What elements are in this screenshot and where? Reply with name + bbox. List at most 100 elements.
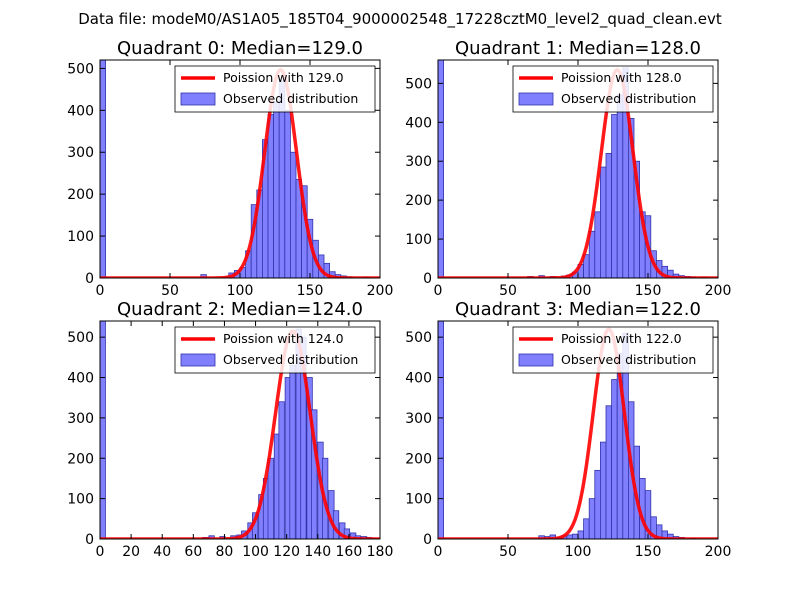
histogram-bar: [577, 530, 584, 539]
x-tick-label: 0: [96, 544, 105, 560]
legend-entry-fit: Poission with 128.0: [561, 70, 682, 85]
legend-entry-observed: Observed distribution: [561, 91, 696, 106]
histogram-bar: [267, 114, 274, 278]
histogram-bar: [583, 518, 590, 539]
poisson-fit-line: [100, 329, 380, 539]
x-tick-label: 50: [499, 283, 517, 299]
subplot-1: 0 50 100 150 200 0 100 200 300 400 500 Quadrant 1: …: [405, 38, 731, 299]
legend: Poission with 122.0 Observed distribution: [512, 326, 714, 374]
legend: Poission with 128.0 Observed distribution: [512, 65, 714, 113]
histogram-bar: [594, 211, 601, 278]
plot-area: [100, 60, 380, 278]
y-tick-label: 100: [67, 492, 94, 508]
y-tick-label: 300: [67, 145, 94, 161]
legend-entry-fit: Poission with 122.0: [561, 331, 682, 346]
histogram-bar: [588, 498, 596, 539]
y-tick-label: 100: [67, 229, 94, 245]
x-tick-label: 20: [122, 544, 140, 560]
axes-frame: [99, 320, 381, 540]
histogram-bar: [616, 94, 624, 278]
x-tick-label: 0: [434, 283, 443, 299]
histogram-bar: [605, 405, 612, 539]
y-tick-label: 300: [67, 411, 94, 427]
figure-suptitle: Data file: modeM0/AS1A05_185T04_90000025…: [78, 10, 722, 29]
x-tick-label: 60: [184, 544, 202, 560]
y-tick-label: 200: [67, 187, 94, 203]
x-tick-label: 150: [635, 544, 662, 560]
subplot-title: Quadrant 0: Median=129.0: [117, 38, 363, 59]
subplot-2: 0 20 40 60 80 100 120 140 160 1800100200300400500…: [67, 299, 393, 560]
histogram-bar: [289, 365, 296, 539]
histogram-bar: [311, 409, 318, 539]
x-tick-label: 200: [705, 544, 732, 560]
subplot-0: 0 50 100 150 200 0 100 200 300 400 500 Quadrant 0: …: [67, 38, 393, 299]
y-tick-label: 300: [405, 411, 432, 427]
histogram-bar: [343, 528, 351, 539]
histogram-bar: [284, 109, 291, 278]
x-tick-label: 140: [304, 544, 331, 560]
y-tick-label: 0: [85, 271, 94, 287]
x-tick-label: 100: [242, 544, 269, 560]
y-tick-label: 0: [423, 532, 432, 548]
histogram-bar: [438, 60, 444, 278]
y-tick-label: 500: [67, 61, 94, 77]
histogram-bar: [100, 60, 106, 278]
x-tick-label: 160: [336, 544, 363, 560]
histogram-bar: [273, 101, 280, 278]
histogram-bar: [611, 114, 618, 278]
poisson-fit-line: [100, 67, 380, 278]
subplot-title: Quadrant 1: Median=128.0: [455, 38, 701, 59]
x-tick-label: 50: [499, 544, 517, 560]
histogram-bar: [289, 151, 297, 278]
histogram-bar: [600, 441, 607, 539]
x-tick-label: 50: [161, 283, 179, 299]
x-tick-label: 100: [227, 283, 254, 299]
y-tick-label: 200: [405, 193, 432, 209]
y-tick-label: 400: [67, 103, 94, 119]
x-tick-label: 150: [297, 283, 324, 299]
subplot-3: 0 50 100 150 200 0 100 200 300 400 500 Quadrant 3: …: [405, 299, 731, 560]
histogram-bar: [605, 153, 612, 278]
x-tick-label: 0: [96, 283, 105, 299]
x-tick-label: 80: [216, 544, 234, 560]
histogram-bar: [438, 321, 444, 539]
y-tick-label: 500: [405, 76, 432, 92]
x-tick-label: 120: [273, 544, 300, 560]
histogram-bar: [594, 469, 601, 539]
x-tick-label: 100: [565, 544, 592, 560]
y-tick-label: 300: [405, 154, 432, 170]
x-tick-label: 150: [635, 283, 662, 299]
x-tick-label: 180: [367, 544, 394, 560]
subplot-title: Quadrant 3: Median=122.0: [455, 299, 701, 320]
legend-bar-swatch: [518, 92, 554, 106]
legend-bar-swatch: [518, 353, 554, 367]
legend: Poission with 124.0 Observed distribution: [174, 326, 376, 374]
legend: Poission with 129.0 Observed distribution: [174, 65, 376, 113]
histogram-bar: [566, 534, 573, 539]
y-tick-label: 100: [405, 492, 432, 508]
legend-entry-observed: Observed distribution: [223, 352, 358, 367]
x-tick-label: 200: [705, 283, 732, 299]
y-tick-label: 400: [405, 115, 432, 131]
y-tick-label: 200: [405, 451, 432, 467]
legend-entry-observed: Observed distribution: [561, 352, 696, 367]
x-tick-label: 200: [367, 283, 394, 299]
histogram-bar: [278, 401, 285, 539]
y-tick-label: 500: [405, 330, 432, 346]
histogram-bar: [611, 379, 618, 539]
y-tick-label: 400: [405, 371, 432, 387]
y-tick-label: 0: [85, 532, 94, 548]
y-tick-label: 200: [67, 451, 94, 467]
y-tick-label: 0: [423, 271, 432, 287]
y-tick-label: 400: [67, 371, 94, 387]
poisson-fit-line: [438, 67, 718, 278]
histogram-bar: [100, 321, 106, 539]
histogram-bar: [600, 166, 607, 278]
y-tick-label: 100: [405, 232, 432, 248]
x-tick-label: 100: [565, 283, 592, 299]
legend-entry-fit: Poission with 129.0: [223, 70, 344, 85]
legend-bar-swatch: [180, 92, 216, 106]
legend-entry-observed: Observed distribution: [223, 91, 358, 106]
y-tick-label: 500: [67, 330, 94, 346]
